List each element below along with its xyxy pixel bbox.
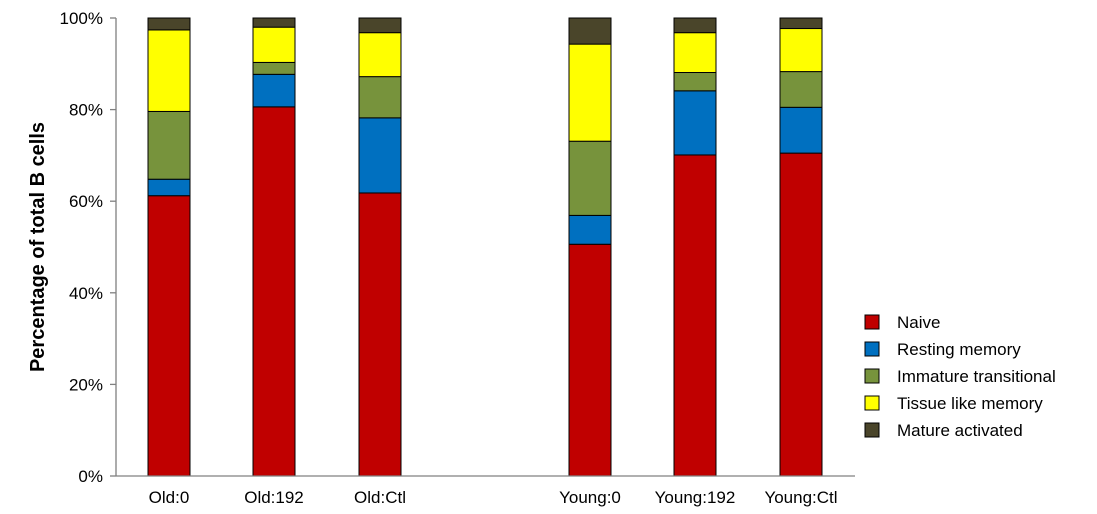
bar-segment-young-192-immature-transitional: [673, 72, 717, 92]
legend-swatch-immature-transitional: [864, 368, 880, 384]
bar-segment-young-ctl-resting-memory: [779, 106, 823, 154]
legend-swatch-tissue-like-memory: [864, 395, 880, 411]
bar-segment-old-ctl-immature-transitional: [358, 76, 402, 119]
y-tick-label: 20%: [69, 375, 103, 394]
bar-segment-young-0-immature-transitional: [568, 140, 612, 216]
bar-segment-old-0-mature-activated: [147, 17, 191, 31]
bar-segment-old-ctl-tissue-like-memory: [358, 32, 402, 78]
bar-segment-old-0-tissue-like-memory: [147, 29, 191, 112]
bar-segment-young-192-tissue-like-memory: [673, 32, 717, 74]
x-tick-label: Old:0: [149, 488, 190, 507]
y-tick-label: 0%: [78, 467, 103, 486]
bar-segment-young-ctl-naive: [779, 152, 823, 477]
bars-layer: [147, 17, 823, 477]
bar-segment-young-ctl-mature-activated: [779, 17, 823, 30]
bar-segment-young-192-resting-memory: [673, 90, 717, 156]
bar-segment-old-192-naive: [252, 106, 296, 477]
bar-segment-young-0-mature-activated: [568, 17, 612, 45]
bar-segment-young-192-mature-activated: [673, 17, 717, 34]
bar-segment-old-ctl-mature-activated: [358, 17, 402, 34]
bar-segment-old-192-resting-memory: [252, 73, 296, 108]
legend-label-naive: Naive: [897, 313, 940, 332]
legend-label-tissue-like-memory: Tissue like memory: [897, 394, 1043, 413]
legend-label-resting-memory: Resting memory: [897, 340, 1021, 359]
y-tick-label: 60%: [69, 192, 103, 211]
y-tick-label: 80%: [69, 101, 103, 120]
bar-segment-young-192-naive: [673, 154, 717, 477]
y-tick-label: 40%: [69, 284, 103, 303]
legend-label-immature-transitional: Immature transitional: [897, 367, 1056, 386]
y-axis-title: Percentage of total B cells: [27, 122, 49, 372]
legend-swatch-naive: [864, 314, 880, 330]
legend-label-mature-activated: Mature activated: [897, 421, 1023, 440]
y-tick-label: 100%: [60, 9, 103, 28]
x-tick-label: Old:Ctl: [354, 488, 406, 507]
bar-segment-old-192-immature-transitional: [252, 61, 296, 75]
bar-segment-old-192-tissue-like-memory: [252, 26, 296, 63]
legend-swatch-mature-activated: [864, 422, 880, 438]
bar-segment-young-ctl-tissue-like-memory: [779, 28, 823, 73]
bar-segment-old-ctl-naive: [358, 192, 402, 477]
bar-segment-old-ctl-resting-memory: [358, 117, 402, 194]
bar-segment-young-0-resting-memory: [568, 214, 612, 245]
x-tick-label: Old:192: [244, 488, 304, 507]
bar-segment-young-ctl-immature-transitional: [779, 71, 823, 108]
legend-swatch-resting-memory: [864, 341, 880, 357]
legend: Naive Resting memory Immature transitional…: [864, 313, 1056, 440]
axis-layer: 0% 20% 40% 60% 80% 100% Old:0 Old:192 Old:Ctl You…: [60, 9, 855, 507]
x-tick-label: Young:192: [655, 488, 736, 507]
bar-segment-old-0-immature-transitional: [147, 110, 191, 180]
bar-segment-old-192-mature-activated: [252, 17, 296, 28]
bar-segment-old-0-naive: [147, 195, 191, 477]
bar-segment-young-0-naive: [568, 243, 612, 477]
bar-segment-young-0-tissue-like-memory: [568, 43, 612, 142]
x-tick-label: Young:0: [559, 488, 621, 507]
bar-segment-old-0-resting-memory: [147, 178, 191, 197]
x-tick-label: Young:Ctl: [764, 488, 837, 507]
